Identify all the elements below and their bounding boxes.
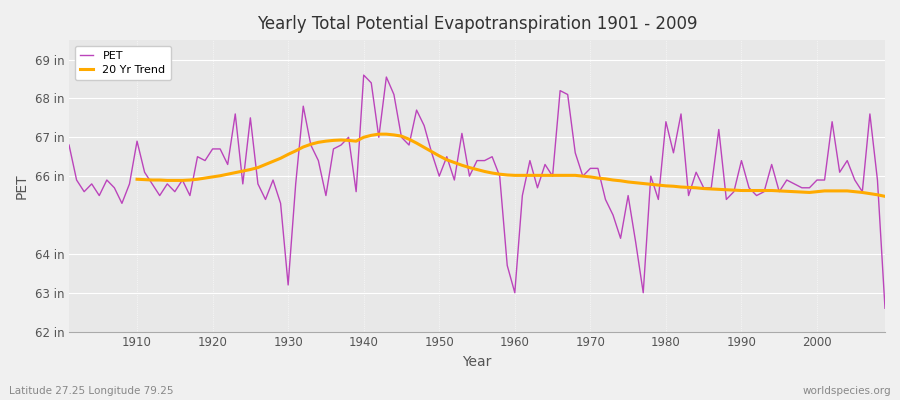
20 Yr Trend <box>305 142 316 147</box>
X-axis label: Year: Year <box>463 355 491 369</box>
PET <box>509 290 520 295</box>
20 Yr Trend <box>275 156 286 161</box>
20 Yr Trend <box>585 174 596 179</box>
PET <box>879 306 890 311</box>
PET <box>517 193 527 198</box>
PET <box>336 143 346 148</box>
PET <box>291 182 302 186</box>
PET <box>608 212 618 217</box>
20 Yr Trend <box>131 177 142 182</box>
Title: Yearly Total Potential Evapotranspiration 1901 - 2009: Yearly Total Potential Evapotranspiratio… <box>256 15 698 33</box>
Line: PET: PET <box>69 75 885 308</box>
Y-axis label: PET: PET <box>15 173 29 199</box>
20 Yr Trend <box>827 188 838 193</box>
Text: worldspecies.org: worldspecies.org <box>803 386 891 396</box>
PET <box>358 73 369 78</box>
PET <box>124 182 135 186</box>
Line: 20 Yr Trend: 20 Yr Trend <box>137 134 885 196</box>
20 Yr Trend <box>525 173 535 178</box>
Text: Latitude 27.25 Longitude 79.25: Latitude 27.25 Longitude 79.25 <box>9 386 174 396</box>
Legend: PET, 20 Yr Trend: PET, 20 Yr Trend <box>75 46 171 80</box>
20 Yr Trend <box>850 189 860 194</box>
20 Yr Trend <box>374 132 384 136</box>
20 Yr Trend <box>879 194 890 199</box>
PET <box>64 143 75 148</box>
